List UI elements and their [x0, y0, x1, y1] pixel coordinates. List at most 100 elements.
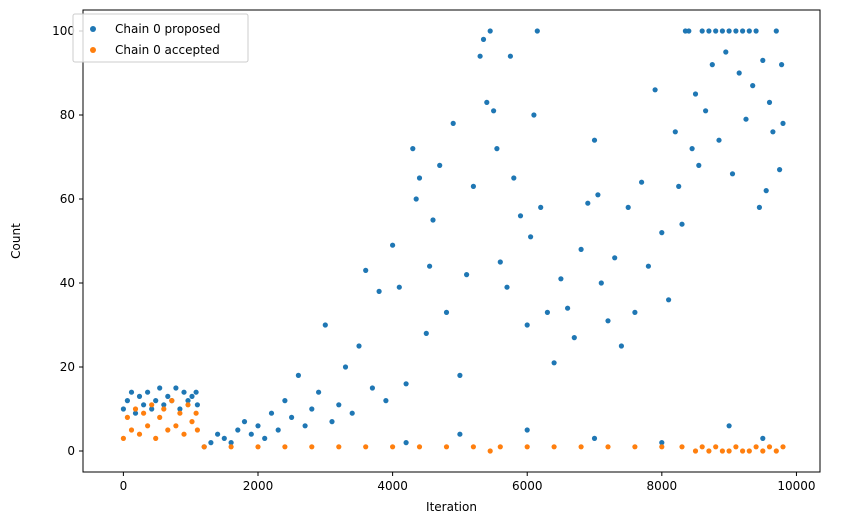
series-0-point-98	[666, 297, 672, 303]
series-1-point-46	[733, 444, 739, 450]
series-1-point-32	[497, 444, 503, 450]
series-1-point-3	[132, 406, 139, 412]
series-0-point-121	[746, 28, 752, 34]
series-0-point-123	[753, 28, 759, 34]
series-0-point-54	[423, 330, 429, 336]
x-tick-label: 8000	[647, 479, 678, 493]
series-0-point-136	[659, 440, 665, 446]
series-0-point-122	[750, 83, 756, 89]
series-0-point-71	[507, 53, 513, 59]
series-0-point-97	[659, 230, 665, 236]
series-0-point-35	[302, 423, 308, 429]
series-0-point-78	[538, 204, 544, 210]
series-1-point-29	[443, 444, 450, 450]
series-0-point-45	[369, 385, 375, 391]
series-0-point-7	[149, 406, 155, 412]
series-1-point-34	[551, 444, 557, 450]
series-0-point-117	[733, 28, 739, 34]
series-0-point-39	[329, 419, 335, 425]
series-0-point-56	[430, 217, 436, 223]
y-tick-label: 60	[60, 192, 75, 206]
series-0-point-24	[228, 440, 234, 446]
series-0-point-34	[295, 372, 301, 378]
series-0-point-51	[410, 146, 416, 152]
x-tick-label: 0	[120, 479, 128, 493]
series-0-point-41	[342, 364, 349, 370]
series-1-point-39	[679, 444, 685, 450]
series-0-point-17	[189, 393, 195, 399]
series-1-point-9	[157, 414, 163, 420]
series-0-point-65	[484, 99, 490, 105]
series-1-point-10	[161, 406, 167, 412]
y-tick-label: 40	[60, 276, 75, 290]
series-0-point-42	[349, 410, 355, 416]
series-1-point-24	[309, 444, 315, 450]
series-0-point-58	[443, 309, 450, 315]
plot-area-frame	[82, 9, 821, 473]
series-0-point-23	[221, 435, 227, 441]
series-0-point-40	[336, 402, 342, 408]
series-0-point-13	[173, 385, 179, 391]
x-axis-ticks: 0 2000 4000 6000 8000 10000	[120, 472, 816, 493]
series-0-point-31	[275, 427, 281, 433]
series-0-point-48	[390, 242, 396, 248]
series-0-point-4	[136, 393, 143, 399]
series-0-point-25	[235, 427, 241, 433]
series-0-point-119	[740, 28, 746, 34]
series-1-point-28	[416, 444, 423, 450]
series-0-point-86	[591, 137, 598, 143]
series-0-point-108	[703, 108, 709, 114]
x-axis-title: Iteration	[426, 500, 477, 514]
legend: Chain 0 proposed Chain 0 accepted	[72, 13, 249, 63]
series-0-point-110	[709, 62, 715, 68]
series-0-point-109	[706, 28, 712, 34]
series-0-point-61	[464, 272, 470, 278]
series-0-point-72	[511, 175, 517, 181]
series-1-point-11	[165, 427, 171, 433]
series-0-point-99	[672, 129, 678, 135]
series-0-point-52	[413, 196, 419, 202]
series-0-point-93	[632, 309, 638, 315]
y-tick-label: 100	[52, 24, 75, 38]
series-0-point-70	[504, 284, 510, 290]
series-0-point-68	[494, 146, 500, 152]
series-1-point-16	[185, 402, 191, 408]
series-1-point-5	[141, 410, 147, 416]
series-1	[120, 398, 786, 454]
series-1-point-15	[181, 431, 187, 437]
series-0-point-112	[716, 137, 722, 143]
series-1-point-21	[228, 444, 234, 450]
x-tick-label: 2000	[243, 479, 274, 493]
series-0-point-127	[766, 99, 773, 105]
x-tick-label: 4000	[377, 479, 408, 493]
series-0-point-21	[208, 440, 214, 446]
series-1-point-6	[145, 423, 151, 429]
series-0-point-101	[679, 221, 685, 227]
series-0-point-94	[639, 179, 645, 185]
series-0-point-126	[763, 188, 769, 194]
series-1-point-35	[578, 444, 584, 450]
series-0-point-115	[726, 28, 732, 34]
series-0-point-84	[578, 246, 584, 252]
series-1-point-1	[124, 414, 130, 420]
series-0-point-85	[585, 200, 591, 206]
series-0-point-81	[558, 276, 564, 282]
series-0-point-133	[457, 431, 463, 437]
series-0-point-27	[248, 431, 254, 437]
series-0-point-38	[322, 322, 328, 328]
legend-label-accepted: Chain 0 accepted	[115, 43, 220, 57]
series-0-point-131	[779, 62, 785, 68]
series-0-point-33	[289, 414, 295, 420]
plot-points	[120, 28, 786, 454]
series-0-point-75	[528, 234, 534, 240]
series-1-point-37	[632, 444, 638, 450]
series-1-point-26	[363, 444, 369, 450]
y-axis-ticks: 0 20 40 60 80 100	[52, 24, 83, 458]
series-0-point-59	[450, 120, 456, 126]
series-0-point-19	[194, 402, 200, 408]
series-0-point-87	[595, 192, 601, 198]
series-1-point-8	[153, 435, 159, 441]
series-0-point-90	[612, 255, 618, 261]
series-0-point-125	[760, 57, 766, 64]
series-0-point-80	[551, 360, 557, 366]
